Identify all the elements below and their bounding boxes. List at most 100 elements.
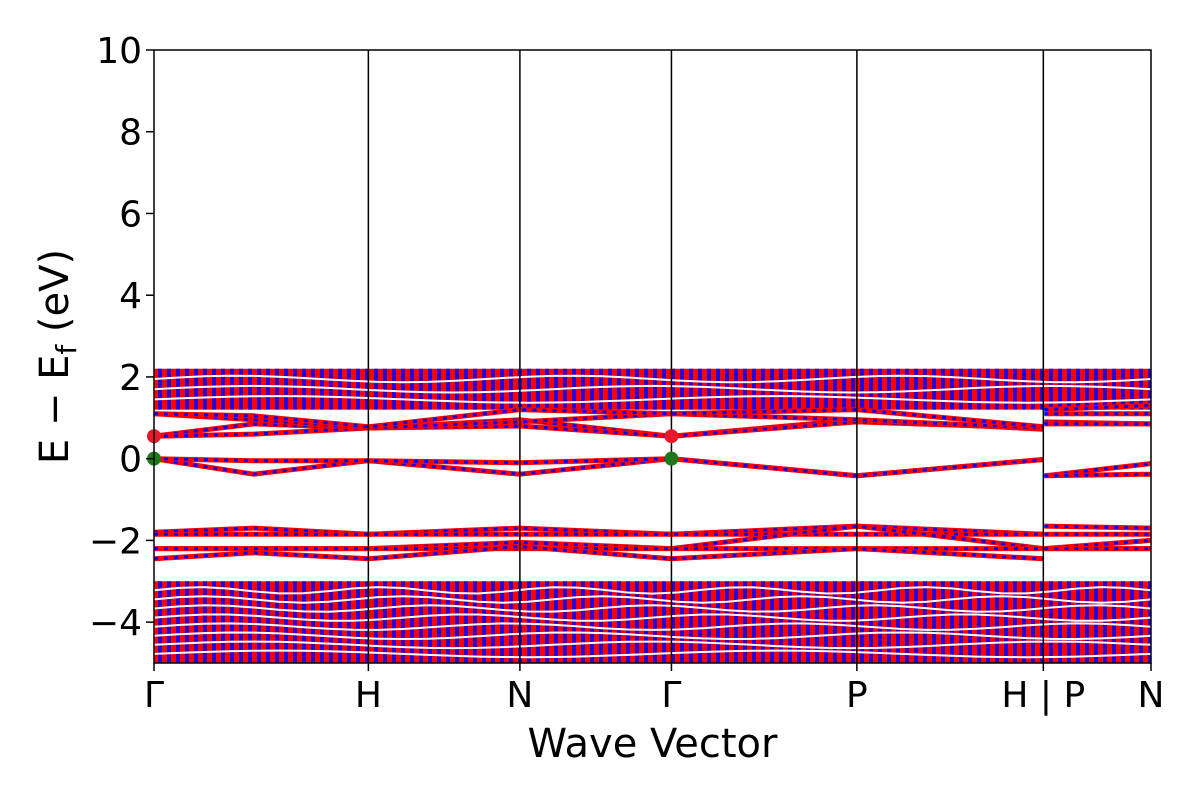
band-block-stripe [653,581,657,663]
band-block-stripe [1076,581,1080,663]
band-block-stripe [473,368,477,410]
band-block-stripe [1040,368,1044,410]
band-block-stripe [374,368,378,410]
band-block-stripe [482,581,486,663]
band-block-stripe [1004,368,1008,410]
band-block-stripe [851,581,855,663]
band-block-stripe [1103,368,1107,410]
y-tick-label: −2 [89,521,142,562]
band-block-gap [154,384,1151,394]
band-block-stripe [572,368,576,410]
band-block-stripe [401,581,405,663]
bands-layer [154,368,1151,663]
y-tick-label: −4 [89,603,142,644]
x-tick-label: P [846,675,868,716]
x-tick-label: H | P [1001,675,1085,716]
band-block-gap [154,374,1151,384]
band-block-stripe [1085,581,1089,663]
band-block-stripe [941,581,945,663]
band-block-stripe [500,581,504,663]
plot-frame [153,49,1152,664]
band-block-stripe [167,581,171,663]
band-block-stripe [1040,581,1044,663]
band-block-stripe [455,581,459,663]
band-block-stripe [1121,581,1125,663]
k-point-lines [367,50,1045,663]
band-block-stripe [230,368,234,410]
band-block-stripe [1049,581,1053,663]
band-block-stripe [986,581,990,663]
y-tick-label: 8 [119,113,142,154]
y-axis-title: E − Ef (eV) [32,249,83,464]
band-block-stripe [392,581,396,663]
band-block-stripe [248,368,252,410]
band-block-stripe [1022,581,1026,663]
band-block-stripe [1112,368,1116,410]
band-block-stripe [689,581,693,663]
vbm-marker [664,451,679,466]
band-block-stripe [617,581,621,663]
band-block-gap [154,631,1151,641]
band-block-stripe [761,581,765,663]
band-block-stripe [446,368,450,410]
band-block-stripe [239,581,243,663]
band-block-stripe [1094,368,1098,410]
band-line-dash [154,418,1044,438]
band-block-stripe [572,581,576,663]
band-block-stripe [554,581,558,663]
band-block-stripe [635,368,639,410]
band-block-stripe [689,368,693,410]
band-block-stripe [923,581,927,663]
band-block-stripe [221,581,225,663]
band-block-stripe [923,368,927,410]
band-block-stripe [257,368,261,410]
band-block-stripe [806,581,810,663]
band-block-stripe [185,581,189,663]
band-block-stripe [743,581,747,663]
band-block-stripe [806,368,810,410]
band-block-stripe [266,581,270,663]
band-block-stripe [959,581,963,663]
band-block-gap [154,586,1151,595]
band-block-stripe [788,581,792,663]
band-block-stripe [599,368,603,410]
band-block-stripe [365,581,369,663]
band-block-stripe [500,368,504,410]
y-axis-title-sub: f [50,344,83,355]
band-block-stripe [599,581,603,663]
x-tick-label: H [355,675,382,716]
band-block-stripe [1067,368,1071,410]
band-block-stripe [410,581,414,663]
band-block-stripe [590,368,594,410]
band-block-stripe [869,368,873,410]
band-block-stripe [545,581,549,663]
band-block-stripe [203,581,207,663]
band-block-stripe [995,581,999,663]
band-block-stripe [815,368,819,410]
band-block-stripe [329,581,333,663]
band-block-stripe [833,368,837,410]
band-block-stripe [419,581,423,663]
band-block-stripe [860,581,864,663]
band-block-stripe [734,581,738,663]
band-block-stripe [779,581,783,663]
band-block-stripe [788,368,792,410]
band-block-stripe [1058,368,1062,410]
band-block-stripe [698,581,702,663]
band-block-stripe [302,368,306,410]
band-block-stripe [509,368,513,410]
band-block-stripe [977,368,981,410]
band-block-stripe [608,581,612,663]
band-line-dash [1044,524,1151,530]
band-block-stripe [1031,581,1035,663]
band-block-stripe [986,368,990,410]
band-block-stripe [392,368,396,410]
band-block-stripe [275,581,279,663]
band-block-stripe [1022,368,1026,410]
band-block-stripe [311,368,315,410]
band-block-stripe [644,368,648,410]
band-block-stripe [914,581,918,663]
y-tick-label: 0 [119,440,142,481]
band-block-stripe [1013,581,1017,663]
band-block-gap [154,640,1151,650]
